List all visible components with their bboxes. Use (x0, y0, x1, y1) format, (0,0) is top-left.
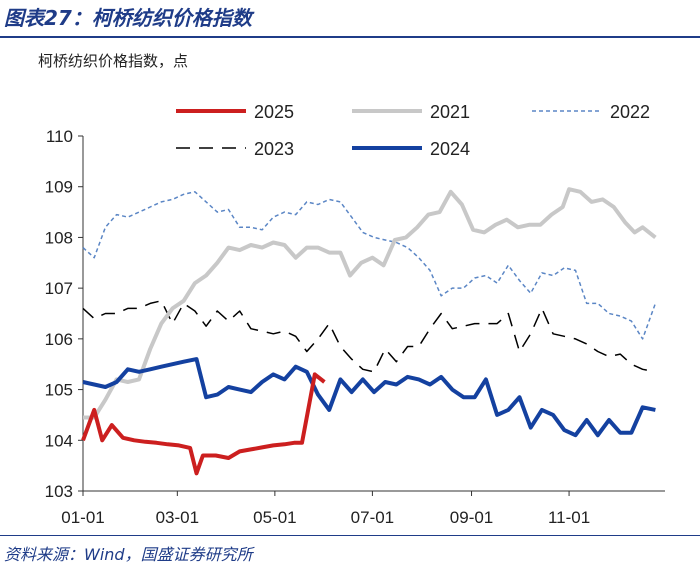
legend-label-2025: 2025 (254, 102, 294, 122)
legend-label-2022: 2022 (610, 102, 650, 122)
x-tick-label: 03-01 (156, 508, 199, 527)
y-tick-label: 103 (45, 482, 73, 501)
y-tick-label: 105 (45, 381, 73, 400)
x-tick-label: 11-01 (548, 508, 590, 527)
x-tick-label: 05-01 (253, 508, 296, 527)
figure-title: 图表27：柯桥纺织价格指数 (4, 6, 252, 30)
series-line-2025 (81, 372, 326, 476)
footer-divider (0, 535, 700, 536)
chart-axes: 103 104 105 106 107 108 109 110 01-01 03-01 05-01 0… (45, 127, 665, 527)
y-tick-label: 108 (45, 228, 73, 247)
legend-label-2023: 2023 (254, 139, 294, 159)
legend-label-2024: 2024 (430, 139, 470, 159)
y-tick-label: 107 (45, 279, 73, 298)
y-tick-label: 109 (45, 178, 73, 197)
x-tick-label: 09-01 (450, 508, 493, 527)
title-divider (0, 36, 700, 38)
series-line-2024 (82, 357, 656, 438)
x-tick-label: 01-01 (61, 508, 104, 527)
y-axis-unit-label: 柯桥纺织价格指数，点 (38, 52, 189, 70)
legend-label-2021: 2021 (430, 102, 470, 122)
series-line-2021 (83, 187, 657, 420)
y-tick-label: 106 (45, 330, 73, 349)
x-tick-label: 07-01 (351, 508, 394, 527)
series-line-2023 (82, 300, 656, 373)
y-tick-label: 110 (46, 127, 73, 146)
source-note: 资料来源：Wind，国盛证券研究所 (4, 545, 253, 564)
y-tick-label: 104 (45, 431, 73, 450)
chart-series (81, 187, 657, 476)
chart-legend: 2025 2021 2022 2023 2024 (176, 102, 650, 159)
